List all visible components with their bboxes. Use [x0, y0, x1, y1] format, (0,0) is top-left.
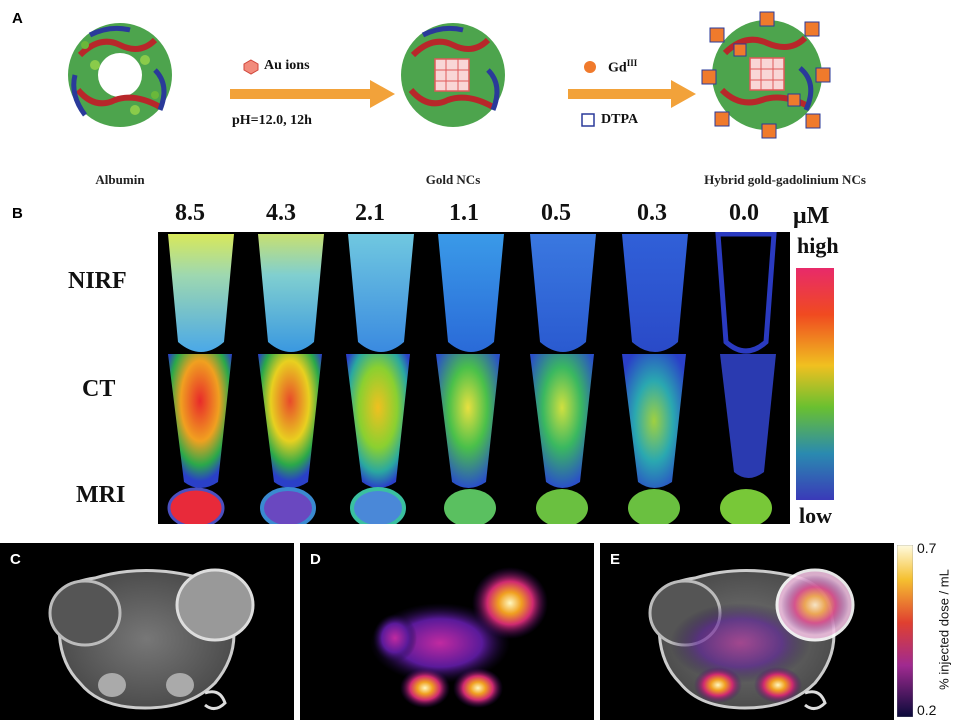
imaging-panel-b [158, 232, 790, 524]
unit-label: μM [793, 203, 830, 229]
colorbar-low-label: low [799, 503, 832, 528]
au-ions-label: Au ions [264, 58, 310, 73]
panel-c-letter: C [10, 551, 21, 568]
conc-label: 2.1 [355, 200, 385, 226]
conc-label: 8.5 [175, 200, 205, 226]
fused-image-panel-e [600, 543, 894, 720]
colorbar-e-min: 0.2 [917, 702, 937, 718]
colorbar-e [897, 545, 913, 717]
conc-label: 0.0 [729, 200, 759, 226]
arrow-1 [230, 80, 395, 108]
colorbar-e-label: % injected dose / mL [936, 569, 952, 690]
albumin-protein-structure [68, 23, 172, 127]
colorbar-e-max: 0.7 [917, 540, 937, 556]
panel-a-letter: A [12, 10, 23, 27]
row-label-mri: MRI [76, 482, 126, 508]
caption-gold-ncs: Gold NCs [425, 172, 481, 187]
dtpa-icon [581, 113, 595, 127]
panel-d-letter: D [310, 551, 321, 568]
colorbar-b [796, 268, 834, 500]
ct-image-panel-c [0, 543, 294, 720]
row-label-nirf: NIRF [68, 268, 127, 294]
panel-b-letter: B [12, 205, 23, 222]
colorbar-high-label: high [797, 233, 839, 258]
conc-label: 4.3 [266, 200, 296, 226]
row-label-ct: CT [82, 376, 116, 402]
conc-label: 1.1 [449, 200, 479, 226]
hybrid-ncs-structure [701, 11, 831, 139]
condition-label: pH=12.0, 12h [232, 113, 312, 128]
pet-image-panel-d [300, 543, 594, 720]
conc-label: 0.5 [541, 200, 571, 226]
conc-label: 0.3 [637, 200, 667, 226]
gd-label: GdIII [608, 58, 638, 76]
caption-hybrid-ncs: Hybrid gold-gadolinium NCs [704, 172, 866, 187]
caption-albumin: Albumin [95, 172, 145, 187]
gold-ncs-structure [401, 23, 505, 127]
arrow-2 [568, 80, 696, 108]
au-ion-icon [243, 59, 259, 75]
gd-icon [584, 61, 596, 73]
dtpa-label: DTPA [601, 112, 639, 127]
panel-e-letter: E [610, 551, 621, 568]
